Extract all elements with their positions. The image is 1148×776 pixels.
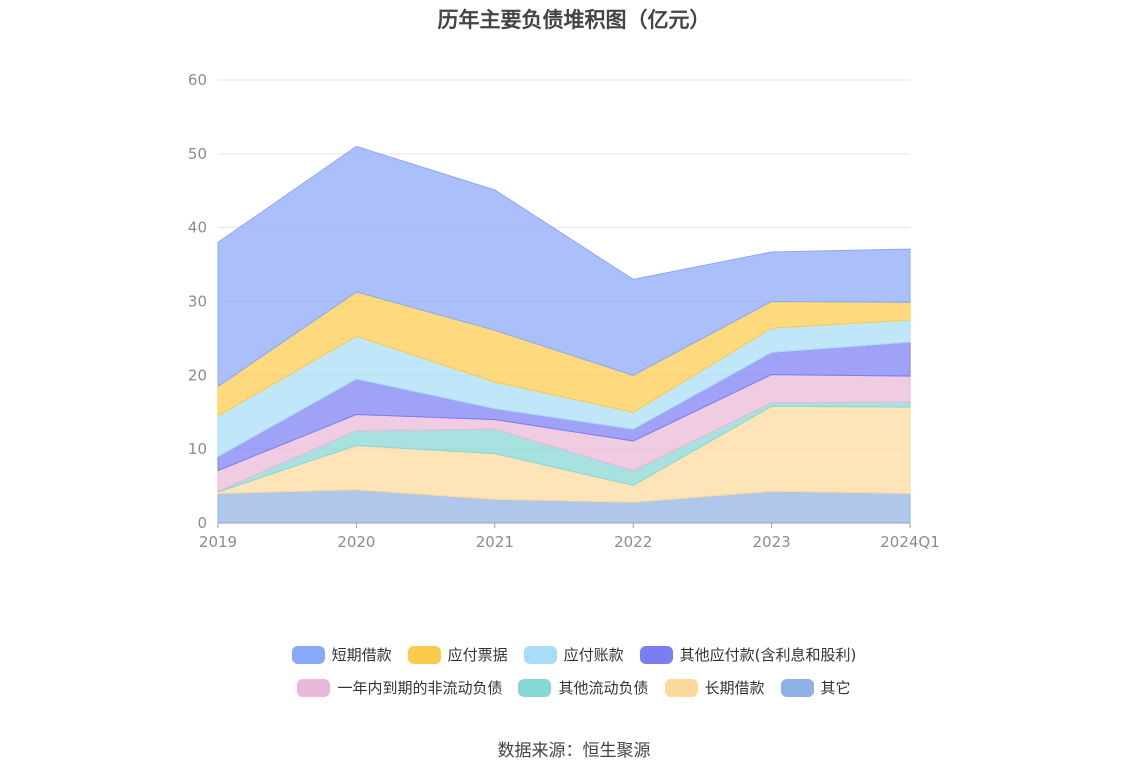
legend-label: 一年内到期的非流动负债 (337, 679, 503, 697)
axes: 0 10 20 30 40 50 60 2019 2020 2021 2022 2023 2024Q1 (188, 71, 940, 551)
legend-item-other[interactable]: 其它 (780, 677, 851, 698)
chart-title: 历年主要负债堆积图（亿元） (437, 8, 711, 32)
area-短期借款[interactable] (217, 145, 911, 388)
legend-label: 应付账款 (563, 646, 624, 664)
y-tick-label: 30 (188, 293, 207, 311)
legend-label: 短期借款 (331, 646, 392, 664)
y-tick-label: 40 (188, 219, 207, 237)
y-tick-label: 60 (188, 71, 207, 89)
legend-swatch (780, 678, 814, 697)
legend-swatch (639, 645, 673, 664)
stacked-area-chart: 0 10 20 30 40 50 60 2019 2020 2021 2022 2023 2024Q1 (188, 71, 940, 551)
legend-row-2: 一年内到期的非流动负债 其他流动负债 长期借款 其它 (0, 671, 1148, 704)
x-tick-label: 2024Q1 (880, 533, 940, 551)
legend-swatch (407, 645, 441, 664)
y-tick-label: 50 (188, 145, 207, 163)
legend-label: 其它 (820, 679, 851, 697)
y-tick-label: 0 (197, 514, 207, 532)
legend-swatch (297, 678, 331, 697)
legend-item-other-current-liabilities[interactable]: 其他流动负债 (518, 677, 649, 698)
x-tick-label: 2023 (753, 533, 791, 551)
legend: 短期借款 应付票据 应付账款 其他应付款(含利息和股利) 一年内到期的非流动负债… (0, 638, 1148, 704)
legend-item-accounts-payable[interactable]: 应付账款 (523, 644, 624, 665)
legend-label: 长期借款 (704, 679, 765, 697)
legend-item-short-term-borrowing[interactable]: 短期借款 (291, 644, 392, 665)
legend-swatch (291, 645, 325, 664)
legend-item-current-portion-noncurrent[interactable]: 一年内到期的非流动负债 (297, 677, 502, 698)
legend-label: 应付票据 (447, 646, 508, 664)
y-tick-label: 20 (188, 366, 207, 384)
data-source: 数据来源：恒生聚源 (497, 741, 651, 761)
legend-swatch (518, 678, 552, 697)
x-tick-label: 2022 (614, 533, 652, 551)
legend-item-other-payables[interactable]: 其他应付款(含利息和股利) (639, 644, 857, 665)
legend-label: 其他流动负债 (558, 679, 649, 697)
legend-item-notes-payable[interactable]: 应付票据 (407, 644, 508, 665)
legend-item-long-term-borrowing[interactable]: 长期借款 (664, 677, 765, 698)
legend-swatch (664, 678, 698, 697)
legend-row-1: 短期借款 应付票据 应付账款 其他应付款(含利息和股利) (0, 638, 1148, 671)
legend-swatch (523, 645, 557, 664)
x-tick-label: 2019 (199, 533, 237, 551)
legend-label: 其他应付款(含利息和股利) (679, 646, 857, 664)
x-tick-label: 2021 (476, 533, 514, 551)
y-tick-label: 10 (188, 440, 207, 458)
area-series (217, 145, 911, 524)
x-tick-label: 2020 (337, 533, 375, 551)
